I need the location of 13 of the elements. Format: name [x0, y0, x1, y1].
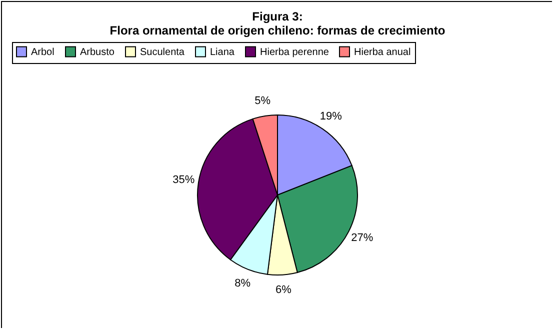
legend-label: Arbol [31, 46, 54, 58]
data-label: 5% [254, 95, 271, 108]
data-label: 6% [276, 284, 292, 296]
legend-label: Suculenta [140, 46, 185, 58]
data-label: 19% [320, 110, 342, 122]
legend-label: Liana [210, 46, 235, 58]
legend-label: Hierba perenne [260, 46, 330, 58]
legend-label: Arbusto [80, 46, 115, 58]
data-label: 27% [351, 232, 374, 244]
legend-label: Hierba anual [354, 46, 411, 58]
chart-title: Figura 3: Flora ornamental de origen chileno: formas de crecimiento [110, 10, 446, 38]
data-label: 35% [172, 174, 195, 186]
data-label: 8% [234, 277, 251, 290]
